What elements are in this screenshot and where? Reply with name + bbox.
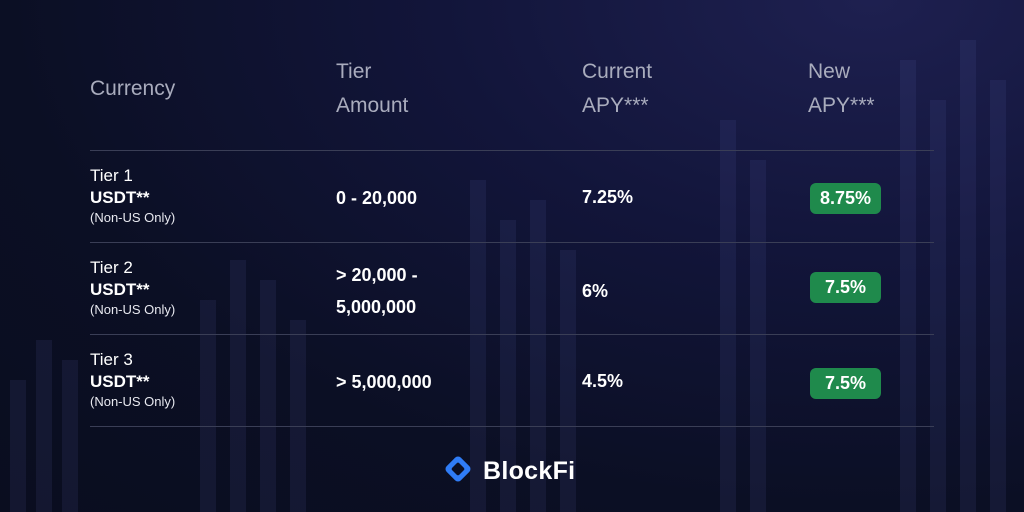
current-apy: 6% (582, 281, 609, 301)
blockfi-logo-icon (443, 454, 473, 489)
tier-label: Tier 3 (90, 350, 133, 369)
tier-amount: > 20,000 - 5,000,000 (336, 265, 418, 317)
header-currency: Currency (90, 77, 176, 100)
current-apy: 4.5% (582, 371, 624, 391)
divider (90, 334, 934, 335)
divider (90, 242, 934, 243)
new-apy-badge: 7.5% (810, 368, 881, 399)
divider (90, 426, 934, 427)
region-note: (Non-US Only) (90, 210, 176, 225)
region-note: (Non-US Only) (90, 302, 176, 317)
region-note: (Non-US Only) (90, 394, 176, 409)
current-apy: 7.25% (582, 187, 634, 207)
new-apy-badge: 7.5% (810, 272, 881, 303)
tier-label: Tier 1 (90, 166, 133, 185)
tier-label: Tier 2 (90, 258, 133, 277)
brand-footer: BlockFi (443, 455, 575, 487)
table-row: Tier 2 USDT** (Non-US Only) > 20,000 - 5… (90, 243, 934, 335)
header-new-apy: New APY*** (808, 60, 875, 117)
new-apy-badge: 8.75% (810, 183, 881, 214)
currency-label: USDT** (90, 188, 150, 207)
table-row: Tier 1 USDT** (Non-US Only) 0 - 20,000 7… (90, 151, 934, 243)
divider (90, 150, 934, 151)
header-current-apy: Current APY*** (582, 60, 653, 117)
currency-label: USDT** (90, 372, 150, 391)
table-row: Tier 3 USDT** (Non-US Only) > 5,000,000 … (90, 335, 934, 427)
currency-cell: Tier 1 USDT** (Non-US Only) (90, 165, 175, 227)
apy-table: Currency Tier Amount Current APY*** New … (90, 0, 934, 512)
brand-name: BlockFi (483, 456, 576, 485)
header-tier-amount: Tier Amount (336, 60, 409, 117)
currency-cell: Tier 3 USDT** (Non-US Only) (90, 349, 175, 411)
currency-cell: Tier 2 USDT** (Non-US Only) (90, 257, 175, 319)
tier-amount: > 5,000,000 (336, 372, 432, 392)
currency-label: USDT** (90, 280, 150, 299)
tier-amount: 0 - 20,000 (336, 188, 418, 208)
